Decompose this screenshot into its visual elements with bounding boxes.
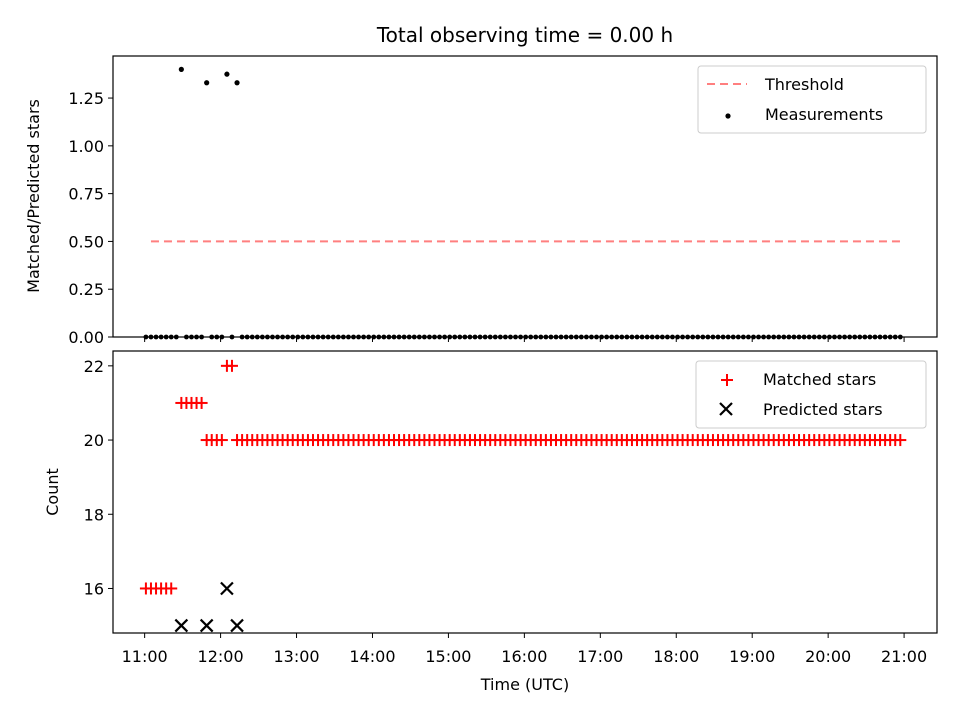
measurement-point [234, 80, 240, 86]
bottom-plot-frame [112, 350, 938, 634]
measurement-point [204, 80, 210, 86]
matched-star-marker [195, 396, 208, 409]
x-tick-label: 17:00 [577, 647, 623, 666]
x-tick-label: 15:00 [425, 647, 471, 666]
bottom-y-tick-label: 20 [84, 431, 104, 450]
bottom-legend: Matched stars Predicted stars [695, 360, 927, 429]
legend-predicted-swatch [719, 402, 733, 416]
top-legend-box [697, 65, 927, 134]
legend-measurements-swatch [725, 113, 731, 119]
bottom-legend-box [695, 360, 927, 429]
top-y-tick-label: 0.75 [68, 185, 104, 204]
predicted-star-marker [174, 618, 189, 633]
top-y-tick-label: 1.25 [68, 89, 104, 108]
x-tick-label: 11:00 [122, 647, 168, 666]
bottom-y-tick-label: 18 [84, 505, 104, 524]
x-tick-label: 12:00 [198, 647, 244, 666]
top-y-axis-label: Matched/Predicted stars [24, 99, 43, 293]
legend-measurements-label: Measurements [765, 105, 883, 124]
top-y-tick-label: 0.25 [68, 280, 104, 299]
top-panel: 0.00 0.25 0.50 0.75 1.00 1.25 Matched/Predict… [24, 55, 938, 347]
measurement-point [178, 66, 184, 72]
matched-star-marker [165, 582, 178, 595]
x-tick-label: 13:00 [273, 647, 319, 666]
matched-star-marker [215, 434, 228, 447]
top-legend: Threshold Measurements [697, 65, 927, 134]
predicted-star-marker [199, 618, 214, 633]
x-tick-label: 20:00 [805, 647, 851, 666]
predicted-star-marker [230, 618, 244, 633]
x-tick-label: 19:00 [729, 647, 775, 666]
bottom-y-tick-label: 16 [84, 579, 104, 598]
chart-title: Total observing time = 0.00 h [376, 23, 673, 47]
top-y-tick-label: 0.00 [68, 328, 104, 347]
x-tick-label: 16:00 [501, 647, 547, 666]
x-tick-label: 21:00 [881, 647, 927, 666]
predicted-star-marker [220, 581, 234, 596]
top-plot-frame [112, 55, 938, 338]
legend-matched-label: Matched stars [763, 370, 876, 389]
bottom-panel: 16 18 20 22 11:00 12:00 13:00 14:00 15:00 16:00 1… [43, 350, 938, 694]
legend-predicted-label: Predicted stars [763, 400, 883, 419]
legend-matched-swatch [721, 374, 733, 386]
x-axis-label: Time (UTC) [480, 675, 569, 694]
matched-star-marker [894, 434, 907, 447]
legend-threshold-label: Threshold [764, 75, 844, 94]
x-tick-label: 18:00 [653, 647, 699, 666]
top-y-tick-label: 1.00 [68, 137, 104, 156]
x-tick-label: 14:00 [349, 647, 395, 666]
bottom-y-tick-label: 22 [84, 357, 104, 376]
bottom-y-axis-label: Count [43, 468, 62, 516]
matched-star-marker [225, 359, 238, 372]
measurement-point [224, 71, 230, 77]
top-y-tick-label: 0.50 [68, 232, 104, 251]
